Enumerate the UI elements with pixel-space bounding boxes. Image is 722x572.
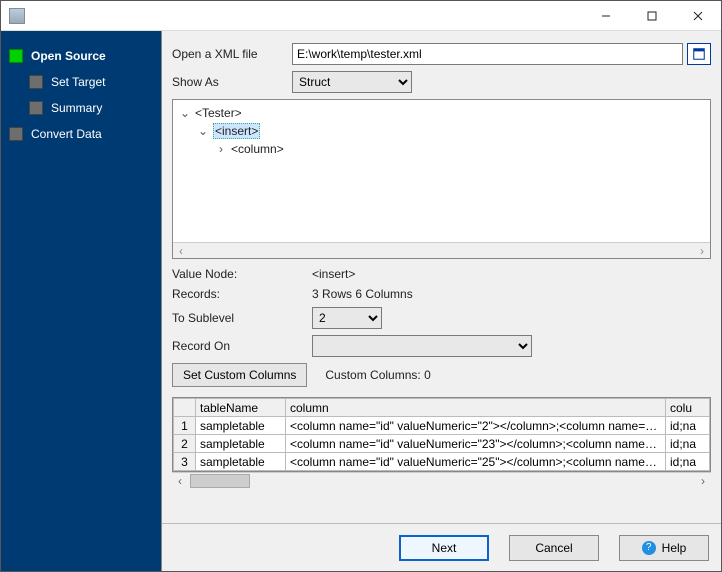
grid-cell[interactable]: id;na <box>666 417 710 435</box>
step-open-source[interactable]: Open Source <box>1 43 161 69</box>
grid-cell[interactable]: id;na <box>666 435 710 453</box>
records-value: 3 Rows 6 Columns <box>312 287 413 301</box>
to-sublevel-label: To Sublevel <box>172 311 312 325</box>
wizard-sidebar: Open Source Set Target Summary Convert D… <box>1 31 161 571</box>
step-convert-data[interactable]: Convert Data <box>1 121 161 147</box>
preview-grid: tableName column colu 1sampletable<colum… <box>172 397 711 472</box>
grid-header[interactable]: colu <box>666 399 710 417</box>
tree-node[interactable]: › <column> <box>179 140 704 158</box>
grid-cell[interactable]: sampletable <box>196 453 286 471</box>
custom-columns-count: Custom Columns: 0 <box>325 368 430 382</box>
expand-icon[interactable]: › <box>215 142 227 156</box>
grid-cell[interactable]: sampletable <box>196 417 286 435</box>
grid-cell[interactable]: <column name="id" valueNumeric="2"></col… <box>286 417 666 435</box>
scroll-right-icon[interactable]: › <box>694 243 710 258</box>
tree-node[interactable]: ⌄ <insert> <box>179 122 704 140</box>
help-icon: ? <box>642 541 656 555</box>
app-window: Open Source Set Target Summary Convert D… <box>0 0 722 572</box>
grid-header-row: tableName column colu <box>174 399 710 417</box>
step-label: Set Target <box>51 75 105 89</box>
close-button[interactable] <box>675 1 721 31</box>
minimize-button[interactable] <box>583 1 629 31</box>
value-node-label: Value Node: <box>172 267 312 281</box>
tree-node[interactable]: ⌄ <Tester> <box>179 104 704 122</box>
scroll-right-icon[interactable]: › <box>695 474 711 488</box>
grid-header[interactable]: column <box>286 399 666 417</box>
show-as-select[interactable]: Struct <box>292 71 412 93</box>
step-label: Summary <box>51 101 102 115</box>
grid-header[interactable]: tableName <box>196 399 286 417</box>
app-icon <box>9 8 25 24</box>
tree-scrollbar[interactable]: ‹ › <box>173 242 710 258</box>
grid-cell[interactable]: id;na <box>666 453 710 471</box>
grid-header[interactable] <box>174 399 196 417</box>
step-label: Open Source <box>31 49 106 63</box>
table-row[interactable]: 3sampletable<column name="id" valueNumer… <box>174 453 710 471</box>
grid-cell[interactable]: sampletable <box>196 435 286 453</box>
record-on-label: Record On <box>172 339 312 353</box>
table-row[interactable]: 1sampletable<column name="id" valueNumer… <box>174 417 710 435</box>
titlebar <box>1 1 721 31</box>
help-button[interactable]: ?Help <box>619 535 709 561</box>
footer-bar: Next Cancel ?Help <box>162 523 721 571</box>
step-set-target[interactable]: Set Target <box>1 69 161 95</box>
record-on-select[interactable] <box>312 335 532 357</box>
step-summary[interactable]: Summary <box>1 95 161 121</box>
next-button[interactable]: Next <box>399 535 489 561</box>
step-label: Convert Data <box>31 127 102 141</box>
grid-cell[interactable]: 3 <box>174 453 196 471</box>
browse-button[interactable] <box>687 43 711 65</box>
grid-cell[interactable]: <column name="id" valueNumeric="23"></co… <box>286 435 666 453</box>
set-custom-columns-button[interactable]: Set Custom Columns <box>172 363 307 387</box>
value-node-value: <insert> <box>312 267 355 281</box>
scroll-left-icon[interactable]: ‹ <box>173 243 189 258</box>
scroll-left-icon[interactable]: ‹ <box>172 474 188 488</box>
xml-tree: ⌄ <Tester> ⌄ <insert> › <column> <box>172 99 711 259</box>
records-label: Records: <box>172 287 312 301</box>
grid-scrollbar[interactable]: ‹ › <box>172 472 711 488</box>
collapse-icon[interactable]: ⌄ <box>197 124 209 138</box>
collapse-icon[interactable]: ⌄ <box>179 106 191 120</box>
grid-cell[interactable]: 1 <box>174 417 196 435</box>
grid-cell[interactable]: 2 <box>174 435 196 453</box>
main-panel: Open a XML file Show As Struct ⌄ <box>161 31 721 571</box>
selected-node: <insert> <box>213 123 260 139</box>
cancel-button[interactable]: Cancel <box>509 535 599 561</box>
scroll-thumb[interactable] <box>190 474 250 488</box>
grid-cell[interactable]: <column name="id" valueNumeric="25"></co… <box>286 453 666 471</box>
file-path-input[interactable] <box>292 43 683 65</box>
to-sublevel-select[interactable]: 2 <box>312 307 382 329</box>
maximize-button[interactable] <box>629 1 675 31</box>
show-as-label: Show As <box>172 75 292 89</box>
open-file-label: Open a XML file <box>172 47 292 61</box>
table-row[interactable]: 2sampletable<column name="id" valueNumer… <box>174 435 710 453</box>
